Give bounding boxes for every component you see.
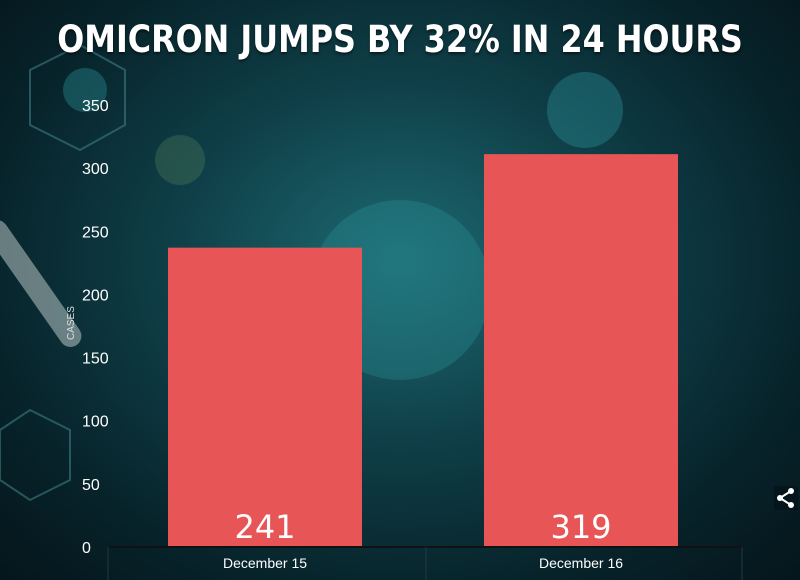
y-tick-label: 350 [82, 98, 109, 115]
y-tick-label: 150 [82, 351, 109, 368]
y-tick-label: 50 [82, 477, 100, 494]
share-icon[interactable] [774, 486, 798, 510]
y-tick-label: 250 [82, 224, 109, 241]
chart-title: OMICRON JUMPS BY 32% IN 24 HOURS [57, 18, 743, 61]
x-tick-label: December 15 [223, 555, 307, 571]
x-tick-label: December 16 [539, 555, 623, 571]
y-tick-label: 0 [82, 540, 91, 557]
data-label: 241 [234, 508, 295, 546]
bar [484, 154, 678, 548]
y-tick-label: 300 [82, 161, 109, 178]
y-tick-label: 100 [82, 414, 109, 431]
y-axis-label: CASES [66, 306, 77, 340]
data-label: 319 [550, 508, 611, 546]
y-tick-label: 200 [82, 287, 109, 304]
bar [168, 247, 362, 547]
